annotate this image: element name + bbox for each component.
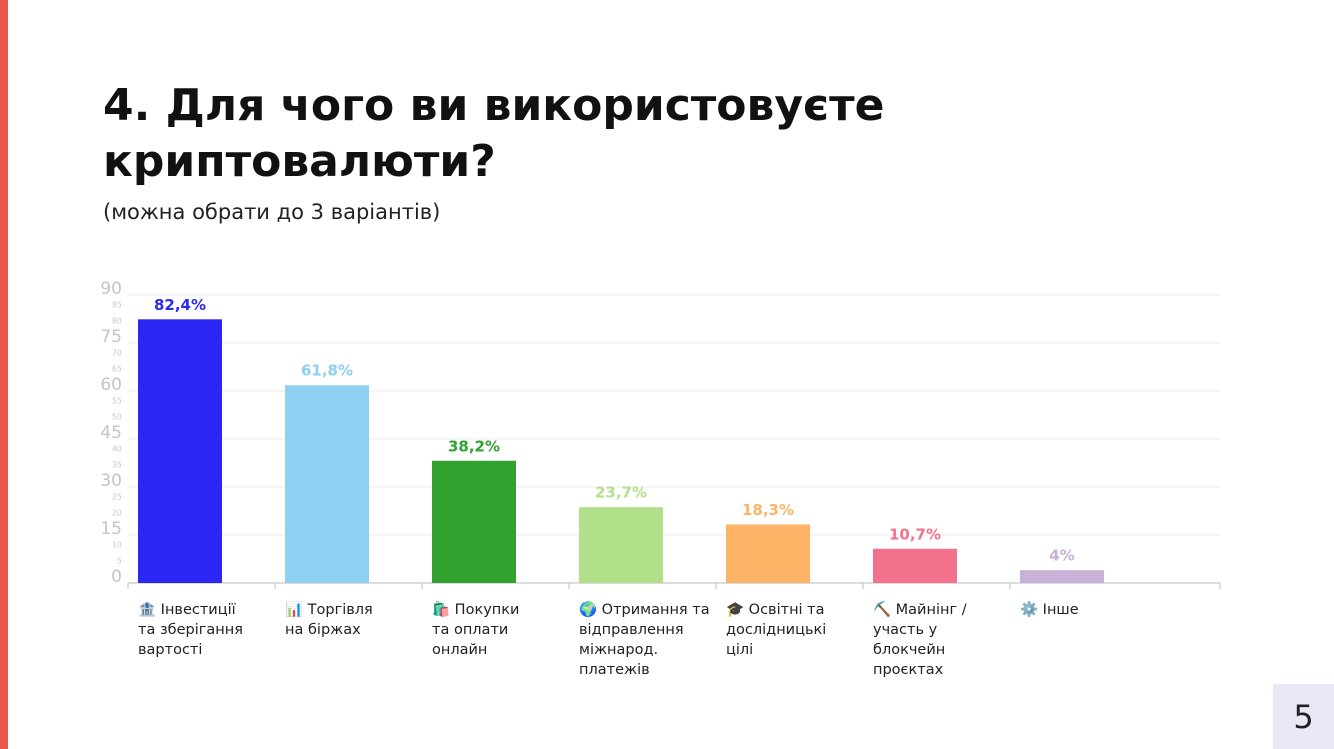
x-tick-label: 🏦 Інвестиції (138, 600, 237, 618)
x-tick-label: 🛍️ Покупки (432, 600, 519, 618)
bar (432, 460, 516, 583)
y-minor-tick-label: 20 (112, 509, 122, 518)
y-minor-tick-label: 70 (112, 349, 122, 358)
bar (579, 507, 663, 583)
x-tick-label: вартості (138, 642, 202, 658)
y-tick-label: 30 (100, 471, 122, 491)
y-minor-tick-label: 10 (112, 541, 122, 550)
x-tick-label: 📊 Торгівля (285, 600, 373, 618)
bar (138, 319, 222, 583)
x-tick-label: платежів (579, 662, 650, 678)
x-tick-label: ⛏️ Майнінг / (873, 600, 967, 618)
x-tick-label: проєктах (873, 662, 944, 678)
bar (726, 524, 810, 583)
value-label: 10,7% (889, 525, 941, 543)
x-tick-label: міжнарод. (579, 642, 658, 658)
y-tick-label: 45 (100, 423, 122, 443)
value-label: 82,4% (154, 296, 206, 314)
y-tick-label: 0 (111, 567, 122, 587)
y-minor-tick-label: 55 (112, 397, 122, 406)
chart-subtitle: (можна обрати до 3 варіантів) (103, 200, 441, 224)
value-label: 4% (1049, 547, 1074, 565)
chart-title: 4. Для чого ви використовуєте криптовалю… (103, 80, 885, 187)
value-label: 18,3% (742, 501, 794, 519)
x-tick-label: та зберігання (138, 622, 243, 638)
x-tick-label: цілі (726, 642, 753, 658)
y-minor-tick-label: 35 (112, 461, 122, 470)
x-tick-label: відправлення (579, 622, 684, 638)
bar (873, 548, 957, 583)
y-minor-tick-label: 65 (112, 365, 122, 374)
y-minor-tick-label: 25 (112, 493, 122, 502)
x-tick-label: 🎓 Освітні та (726, 602, 825, 618)
y-minor-tick-label: 40 (112, 445, 122, 454)
accent-stripe (0, 0, 8, 749)
y-tick-label: 90 (100, 279, 122, 299)
x-tick-label: дослідницькі (726, 622, 826, 638)
x-tick-label: участь у (873, 622, 938, 638)
x-tick-label: 🌍 Отримання та (579, 600, 710, 618)
value-label: 23,7% (595, 484, 647, 502)
y-minor-tick-label: 50 (112, 413, 122, 422)
y-minor-tick-label: 80 (112, 317, 122, 326)
y-minor-tick-label: 5 (117, 557, 122, 566)
x-tick-label: та оплати (432, 622, 508, 638)
x-tick-label: онлайн (432, 642, 487, 658)
x-tick-label: блокчейн (873, 642, 945, 658)
value-label: 61,8% (301, 362, 353, 380)
y-tick-label: 75 (100, 327, 122, 347)
page-number: 5 (1273, 684, 1334, 749)
value-label: 38,2% (448, 437, 500, 455)
x-tick-label: ⚙️ Інше (1020, 600, 1079, 618)
y-tick-label: 60 (100, 375, 122, 395)
bar (285, 385, 369, 583)
x-tick-label: на біржах (285, 622, 361, 638)
y-tick-label: 15 (100, 519, 122, 539)
y-minor-tick-label: 85 (112, 301, 122, 310)
bar (1020, 570, 1104, 583)
